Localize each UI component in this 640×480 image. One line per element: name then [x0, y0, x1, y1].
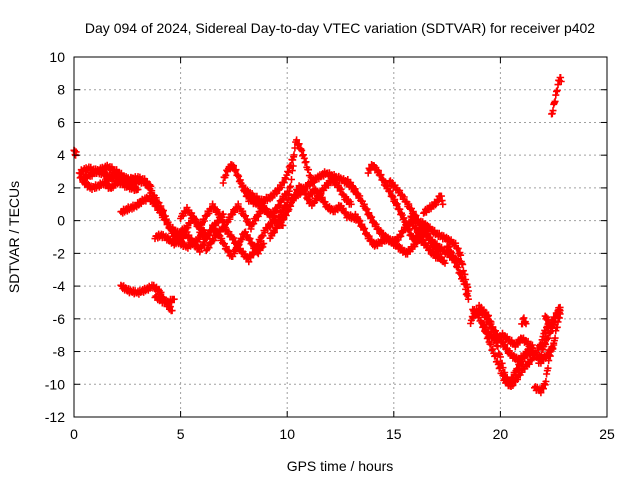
x-tick-label: 20 [493, 426, 509, 442]
series-seg34 [548, 74, 565, 118]
y-tick-label: -8 [53, 344, 66, 360]
series-seg22 [407, 212, 472, 295]
series-seg07 [117, 281, 176, 315]
y-tick-label: 10 [49, 49, 65, 65]
plot-border [73, 56, 608, 418]
x-tick-label: 5 [177, 426, 185, 442]
data-markers [420, 192, 447, 217]
data-markers [518, 314, 530, 328]
x-tick-label: 0 [70, 426, 78, 442]
series-seg13 [241, 153, 298, 206]
y-tick-label: 2 [57, 180, 65, 196]
data-markers [475, 301, 534, 365]
data-markers [541, 312, 553, 329]
data-markers [70, 146, 80, 159]
x-tick-label: 25 [599, 426, 615, 442]
y-tick-label: -2 [53, 245, 66, 261]
data-markers [351, 210, 443, 262]
y-axis-label: SDTVAR / TECUs [6, 181, 22, 293]
series-seg28 [475, 301, 534, 365]
series-seg24 [443, 242, 472, 303]
series-seg29 [531, 310, 564, 397]
data-markers [151, 221, 268, 260]
data-markers [275, 136, 317, 222]
series-seg14 [275, 136, 317, 222]
series-seg33 [518, 314, 530, 328]
series-seg08 [151, 292, 178, 308]
series-seg32 [541, 312, 553, 329]
series-seg23 [420, 192, 447, 217]
data-series [70, 74, 565, 397]
y-tick-label: 6 [57, 114, 65, 130]
data-markers [443, 242, 472, 303]
data-markers [531, 310, 564, 397]
y-axis-ticks: -12 -10 -8 -6 -4 -2 0 2 4 6 8 10 [45, 49, 607, 425]
data-markers [117, 281, 176, 315]
x-tick-label: 15 [386, 426, 402, 442]
x-tick-label: 10 [279, 426, 295, 442]
data-markers [407, 212, 472, 295]
y-tick-label: -4 [53, 278, 66, 294]
data-markers [548, 74, 565, 118]
data-markers [241, 153, 298, 206]
data-markers [151, 292, 178, 308]
series-seg09 [151, 221, 268, 260]
x-axis-label: GPS time / hours [287, 458, 394, 474]
y-tick-label: 0 [57, 213, 65, 229]
y-tick-label: -10 [45, 376, 65, 392]
y-tick-label: -12 [45, 409, 65, 425]
y-tick-label: 4 [57, 147, 65, 163]
y-tick-label: 8 [57, 82, 65, 98]
series-seg19 [351, 210, 443, 262]
y-tick-label: -6 [53, 311, 66, 327]
series-seg01 [70, 146, 80, 159]
x-axis-ticks: 0 5 10 15 20 25 [70, 57, 615, 442]
chart-title: Day 094 of 2024, Sidereal Day-to-day VTE… [85, 20, 595, 36]
